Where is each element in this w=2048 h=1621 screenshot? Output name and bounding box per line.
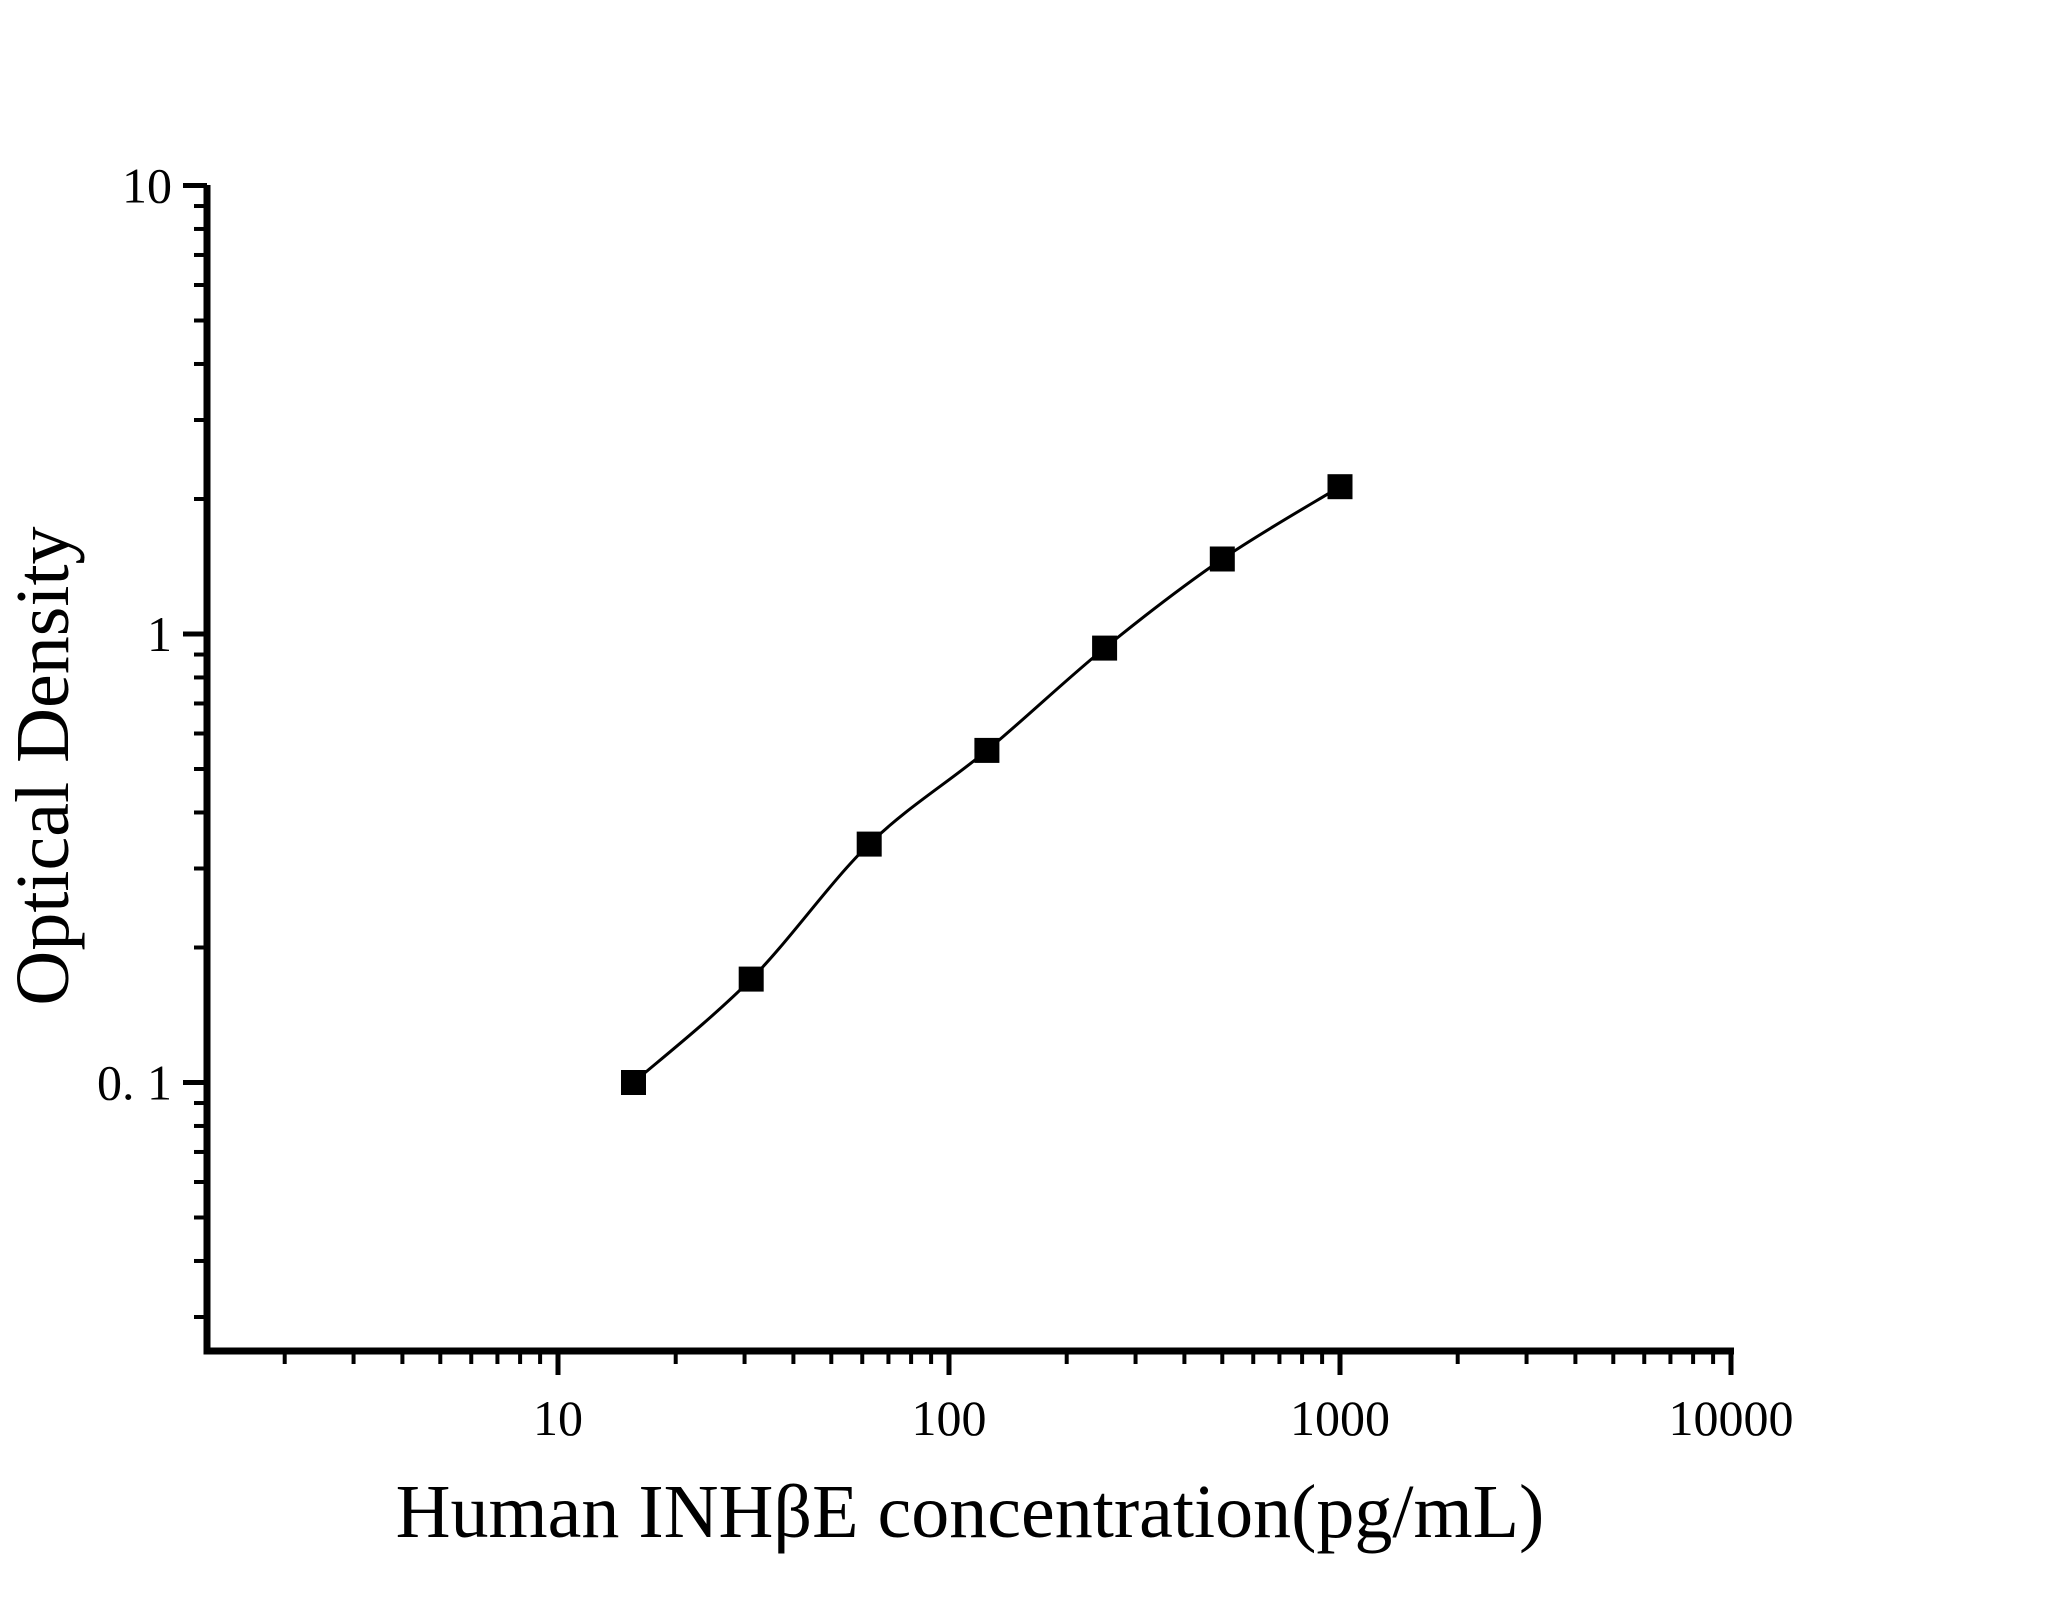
y-axis-tick-labels: 10 1 0. 1 [97,158,172,1111]
x-axis-ticks [282,1351,1734,1375]
axes [203,185,1734,1355]
y-axis-tick-label: 1 [147,606,172,662]
data-point-marker [1327,474,1353,500]
x-axis-tick-label: 10000 [1669,1390,1794,1446]
y-axis-title: Optical Density [1,526,85,1005]
data-point-marker [1092,635,1118,661]
y-axis-tick-label: 10 [122,158,172,214]
standard-curve-line [632,485,1341,1084]
data-point-marker [621,1070,646,1095]
x-axis-tick-label: 100 [912,1390,987,1446]
x-axis-tick-labels: 10 100 1000 10000 [533,1390,1794,1446]
standard-curve-series [621,474,1353,1095]
y-axis-tick-label: 0. 1 [97,1055,172,1111]
x-axis-tick-label: 1000 [1290,1390,1390,1446]
data-point-marker [856,831,882,857]
data-point-marker [974,737,1000,763]
x-axis-tick-label: 10 [533,1390,583,1446]
data-point-marker [1209,546,1235,572]
x-axis-title: Human INHβE concentration(pg/mL) [396,1470,1545,1554]
y-axis-ticks [183,183,207,1320]
data-point-marker [738,966,764,992]
